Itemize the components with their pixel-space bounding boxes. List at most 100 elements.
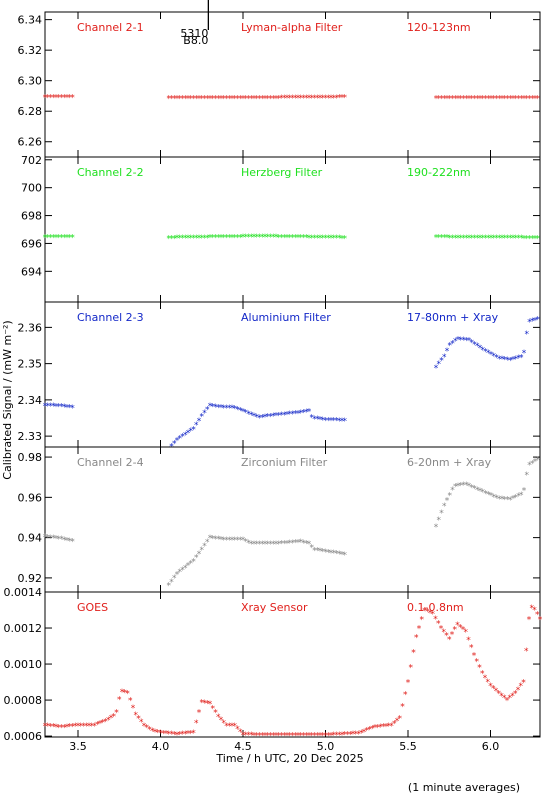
data-point: * [296,732,301,742]
data-point: * [497,94,502,104]
data-point: * [277,94,282,104]
data-point: * [260,233,265,243]
data-point: * [384,722,389,732]
data-point: * [315,732,320,742]
data-point: * [329,234,334,244]
data-point: * [497,355,502,365]
data-point: * [230,536,235,546]
data-point: * [274,540,279,550]
data-point: * [266,94,271,104]
data-point: * [525,94,530,104]
data-point: * [197,550,202,560]
data-point: * [514,355,519,365]
data-point: * [57,723,62,733]
data-point: * [436,620,441,630]
data-point: * [153,728,158,738]
data-point: * [285,539,290,549]
data-point: * [475,342,480,352]
data-point: * [233,95,238,105]
data-point: * [95,721,100,731]
data-point: * [508,357,513,367]
data-series: ****************************************… [43,233,541,244]
data-point: * [101,718,106,728]
x-tick-label: 6.0 [482,740,500,753]
data-point: * [194,234,199,244]
data-point: * [227,536,232,546]
data-point: * [51,723,56,733]
data-point: * [241,233,246,243]
data-point: * [466,636,471,646]
data-point: * [332,417,337,427]
y-tick-label: 0.0006 [4,730,43,743]
data-point: * [519,234,524,244]
data-point: * [180,234,185,244]
data-point: * [508,94,513,104]
data-point: * [175,731,180,741]
data-point: * [525,330,530,340]
data-point: * [326,94,331,104]
data-series: ****************************************… [43,316,541,453]
data-point: * [334,417,339,427]
data-point: * [48,534,53,544]
y-tick-label: 2.36 [18,321,43,334]
data-point: * [329,731,334,741]
data-point: * [172,574,177,584]
data-point: * [492,94,497,104]
filter-label: Lyman-alpha Filter [241,21,343,34]
y-tick-label: 2.35 [18,358,43,371]
data-point: * [514,94,519,104]
data-point: * [54,723,59,733]
data-point: * [301,408,306,418]
data-point: * [257,732,262,742]
data-point: * [282,411,287,421]
data-point: * [271,412,276,422]
data-point: * [488,682,493,692]
x-axis-title: Time / h UTC, 20 Dec 2025 [215,752,363,765]
data-point: * [219,535,224,545]
data-point: * [43,402,48,412]
data-point: * [312,546,317,556]
data-point: * [445,234,450,244]
data-point: * [293,732,298,742]
data-point: * [233,404,238,414]
data-point: * [464,94,469,104]
data-point: * [510,692,515,702]
y-tick-label: 0.0012 [4,622,43,635]
data-point: * [68,94,73,104]
data-point: * [51,534,56,544]
data-point: * [238,233,243,243]
channel-label: Channel 2-2 [77,166,144,179]
data-point: * [411,649,416,659]
data-point: * [48,402,53,412]
y-tick-label: 0.98 [18,451,43,464]
y-tick-label: 0.0014 [4,586,43,599]
data-point: * [255,413,260,423]
band-label: 0.1-0.8nm [407,601,464,614]
data-point: * [238,536,243,546]
data-point: * [500,495,505,505]
data-point: * [186,730,191,740]
data-point: * [450,339,455,349]
data-point: * [279,540,284,550]
data-point: * [522,234,527,244]
data-point: * [197,234,202,244]
data-point: * [326,732,331,742]
data-point: * [189,729,194,739]
data-point: * [301,732,306,742]
data-point: * [296,538,301,548]
data-point: * [274,732,279,742]
data-point: * [450,94,455,104]
data-point: * [59,94,64,104]
data-point: * [271,732,276,742]
data-point: * [293,539,298,549]
data-point: * [257,233,262,243]
data-point: * [51,234,56,244]
data-point: * [219,234,224,244]
data-point: * [536,456,541,466]
data-point: * [343,94,348,104]
data-point: * [453,626,458,636]
data-point: * [191,234,196,244]
data-point: * [183,431,188,441]
data-point: * [470,338,475,348]
